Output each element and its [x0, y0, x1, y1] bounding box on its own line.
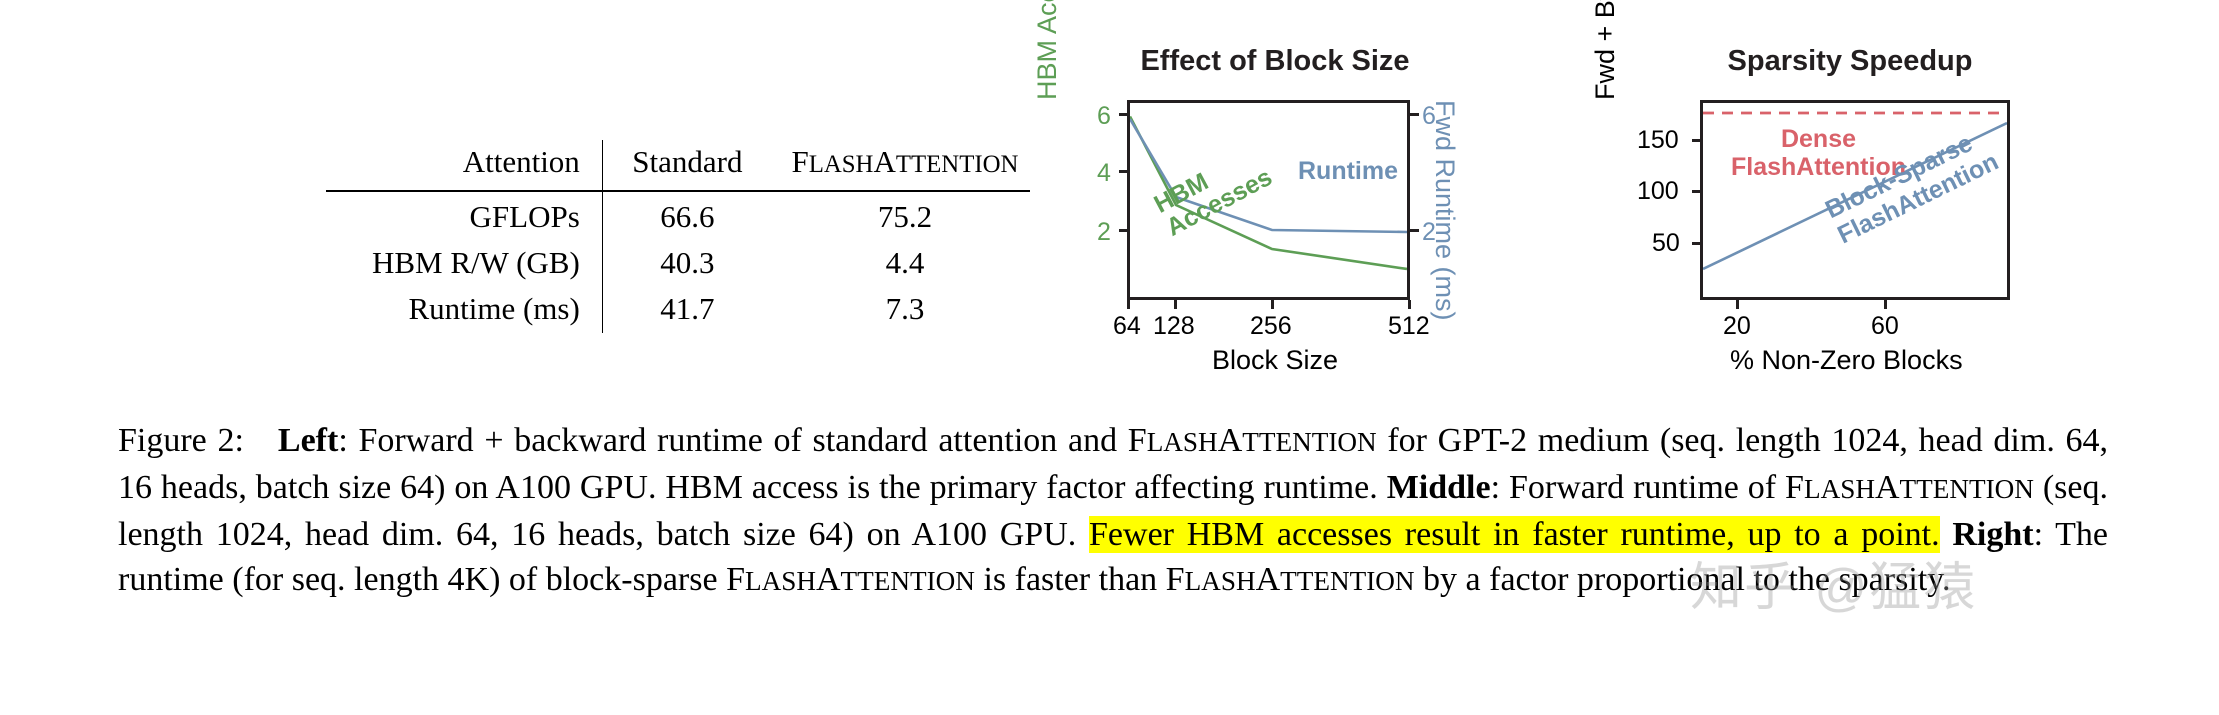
y2-axis-title-fwd-runtime: Fwd Runtime (ms): [1430, 100, 1460, 321]
series-label-dense-flashattention: Dense FlashAttention: [1731, 125, 1906, 181]
cell-hbm-flash: 4.4: [885, 245, 925, 280]
caption-text: [1940, 516, 1953, 553]
xtick-label-512: 512: [1388, 312, 1430, 340]
cell-runtime-standard: 41.7: [601, 287, 772, 333]
y2tick-mark-6: [1410, 113, 1419, 116]
table-row: GFLOPs 66.6 75.2: [318, 189, 1038, 241]
xtick-label-128: 128: [1153, 312, 1195, 340]
series-label-runtime: Runtime: [1298, 157, 1398, 185]
table-header-row: Attention Standard FLASHATTENTION: [318, 140, 1038, 189]
caption-text: by a factor proportional to the sparsity…: [1414, 561, 1951, 598]
row-label-hbm: HBM R/W (GB): [371, 245, 580, 280]
chart-title-block-size: Effect of Block Size: [1140, 45, 1410, 77]
chart-effect-of-block-size: Effect of Block Size Runtime HBM Accesses…: [1032, 0, 1460, 375]
table-header-rule: [326, 190, 1030, 192]
ytick-label-150: 150: [1637, 126, 1679, 154]
table-body: GFLOPs 66.6 75.2 HBM R/W (GB) 40.3 4.4 R…: [318, 189, 1038, 333]
series-hbm-accesses-line: [1130, 115, 1407, 271]
caption-text: : Forward runtime of: [1490, 469, 1786, 506]
flashattention-smallcaps: FLASHATTENTION: [791, 144, 1019, 179]
caption-bold-term: Left: [277, 422, 339, 459]
ytick-mark-150: [1692, 139, 1701, 142]
sparsity-series-svg: [1703, 111, 2007, 271]
xtick-mark-256: [1271, 300, 1274, 309]
caption-text: Figure 2:: [118, 422, 278, 459]
xtick-mark-64: [1127, 300, 1130, 309]
xtick-label-60: 60: [1871, 312, 1899, 340]
y2tick-mark-2: [1410, 229, 1419, 232]
series-block-sparse-flashattention-line: [1703, 121, 2007, 271]
table-row: Runtime (ms) 41.7 7.3: [318, 287, 1038, 333]
x-axis-title-block-size: Block Size: [1212, 345, 1339, 375]
cell-hbm-standard: 40.3: [601, 241, 772, 287]
xtick-label-64: 64: [1113, 312, 1141, 340]
chart-title-sparsity: Sparsity Speedup: [1727, 45, 1973, 77]
y-axis-title-fwd-bwd: Fwd + Bwd (ms): [1590, 0, 1620, 100]
block-size-series-svg: [1130, 115, 1407, 271]
row-label-gflops: GFLOPs: [469, 199, 580, 234]
ytick-label-50: 50: [1652, 229, 1680, 257]
ytick-label-100: 100: [1637, 177, 1679, 205]
caption-text: (seq. length 1024, head dim. 64, 16 head…: [118, 469, 2108, 553]
plot-area-block-size: Runtime HBM Accesses: [1127, 100, 1410, 300]
caption-smallcaps-term: FLASHATTENTION: [726, 561, 975, 598]
table-header: Attention Standard FLASHATTENTION: [318, 140, 1038, 189]
header-standard: Standard: [601, 140, 772, 189]
cell-gflops-flash: 75.2: [877, 199, 933, 234]
xtick-mark-128: [1174, 300, 1177, 309]
series-runtime-line: [1130, 118, 1407, 234]
xtick-mark-512: [1408, 300, 1411, 309]
caption-text: : Forward + backward runtime of standard…: [338, 422, 1128, 459]
caption-smallcaps-term: FLASHATTENTION: [1165, 561, 1415, 598]
caption-smallcaps-term: FLASHATTENTION: [1127, 422, 1377, 459]
caption-smallcaps-term: FLASHATTENTION: [1785, 469, 2034, 506]
xtick-mark-60: [1884, 300, 1887, 309]
caption-text: for GPT-2 medium (seq. length 1024, head…: [118, 422, 2109, 506]
header-attention: Attention: [462, 144, 580, 179]
y2tick-label-6: 6: [1422, 102, 1436, 130]
cell-gflops-standard: 66.6: [601, 189, 772, 241]
xtick-mark-20: [1736, 300, 1739, 309]
ytick-mark-2: [1119, 229, 1128, 232]
header-flashattention: FLASHATTENTION: [772, 140, 1038, 189]
attention-stats-table-container: Attention Standard FLASHATTENTION GFLOPs…: [318, 140, 1038, 333]
ytick-label-2: 2: [1097, 218, 1111, 246]
caption-text: is faster than: [974, 561, 1166, 598]
y-axis-title-hbm-accesses: HBM Accesses (GB): [1032, 0, 1063, 100]
row-label-runtime: Runtime (ms): [408, 291, 580, 326]
caption-bold-term: Middle: [1386, 469, 1491, 506]
caption-highlighted-text: Fewer HBM accesses result in faster runt…: [1089, 516, 1940, 553]
figure-caption: Figure 2: Left: Forward + backward runti…: [118, 418, 2108, 604]
caption-bold-term: Right: [1952, 516, 2034, 553]
xtick-label-20: 20: [1723, 312, 1751, 340]
cell-runtime-flash: 7.3: [885, 291, 925, 326]
plot-area-sparsity: Dense FlashAttention Block-Sparse FlashAtt…: [1700, 100, 2010, 300]
ytick-mark-100: [1692, 190, 1701, 193]
ytick-mark-50: [1692, 242, 1701, 245]
xtick-label-256: 256: [1250, 312, 1292, 340]
ytick-label-6: 6: [1097, 102, 1111, 130]
ytick-label-4: 4: [1097, 159, 1111, 187]
ytick-mark-6: [1119, 113, 1128, 116]
table-row: HBM R/W (GB) 40.3 4.4: [318, 241, 1038, 287]
caption-text: : The runtime (for seq. length 4K) of bl…: [118, 516, 2109, 598]
attention-stats-table: Attention Standard FLASHATTENTION GFLOPs…: [318, 140, 1038, 333]
x-axis-title-nonzero-blocks: % Non-Zero Blocks: [1730, 345, 1963, 375]
chart-sparsity-speedup: Sparsity Speedup Dense FlashAttention Blo…: [1560, 0, 2020, 375]
y2tick-label-2: 2: [1422, 218, 1436, 246]
ytick-mark-4: [1119, 170, 1128, 173]
